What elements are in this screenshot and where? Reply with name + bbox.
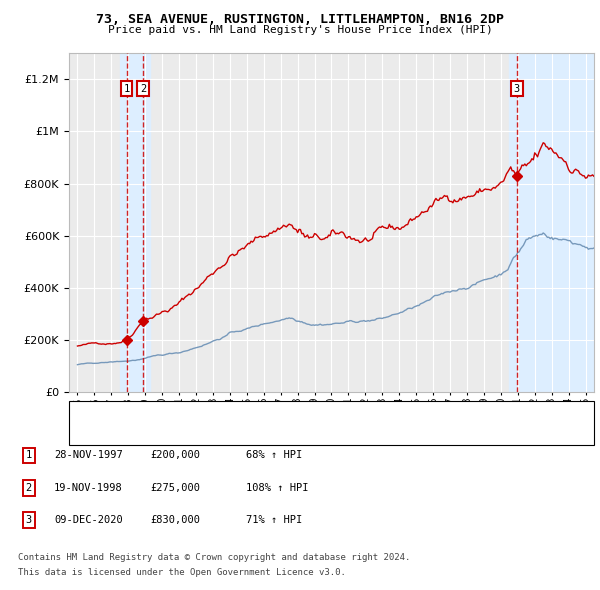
Text: 28-NOV-1997: 28-NOV-1997 [54,451,123,460]
Bar [509,53,596,392]
Text: This data is licensed under the Open Government Licence v3.0.: This data is licensed under the Open Gov… [18,568,346,577]
Text: 3: 3 [514,84,520,94]
Text: £275,000: £275,000 [150,483,200,493]
Text: 73, SEA AVENUE, RUSTINGTON, LITTLEHAMPTON, BN16 2DP: 73, SEA AVENUE, RUSTINGTON, LITTLEHAMPTO… [96,13,504,26]
Text: 2: 2 [140,84,146,94]
Text: 73, SEA AVENUE, RUSTINGTON, LITTLEHAMPTON, BN16 2DP (detached house): 73, SEA AVENUE, RUSTINGTON, LITTLEHAMPTO… [111,409,511,418]
Text: £200,000: £200,000 [150,451,200,460]
Text: 1: 1 [124,84,130,94]
Text: 19-NOV-1998: 19-NOV-1998 [54,483,123,493]
Text: HPI: Average price, detached house, Arun: HPI: Average price, detached house, Arun [111,428,346,438]
Text: 2: 2 [26,483,32,493]
Text: Price paid vs. HM Land Registry's House Price Index (HPI): Price paid vs. HM Land Registry's House … [107,25,493,35]
Text: 1: 1 [26,451,32,460]
Bar [120,53,150,392]
Text: 3: 3 [26,516,32,525]
Text: 68% ↑ HPI: 68% ↑ HPI [246,451,302,460]
Text: Contains HM Land Registry data © Crown copyright and database right 2024.: Contains HM Land Registry data © Crown c… [18,553,410,562]
Text: 108% ↑ HPI: 108% ↑ HPI [246,483,308,493]
Text: 71% ↑ HPI: 71% ↑ HPI [246,516,302,525]
Text: £830,000: £830,000 [150,516,200,525]
Text: 09-DEC-2020: 09-DEC-2020 [54,516,123,525]
